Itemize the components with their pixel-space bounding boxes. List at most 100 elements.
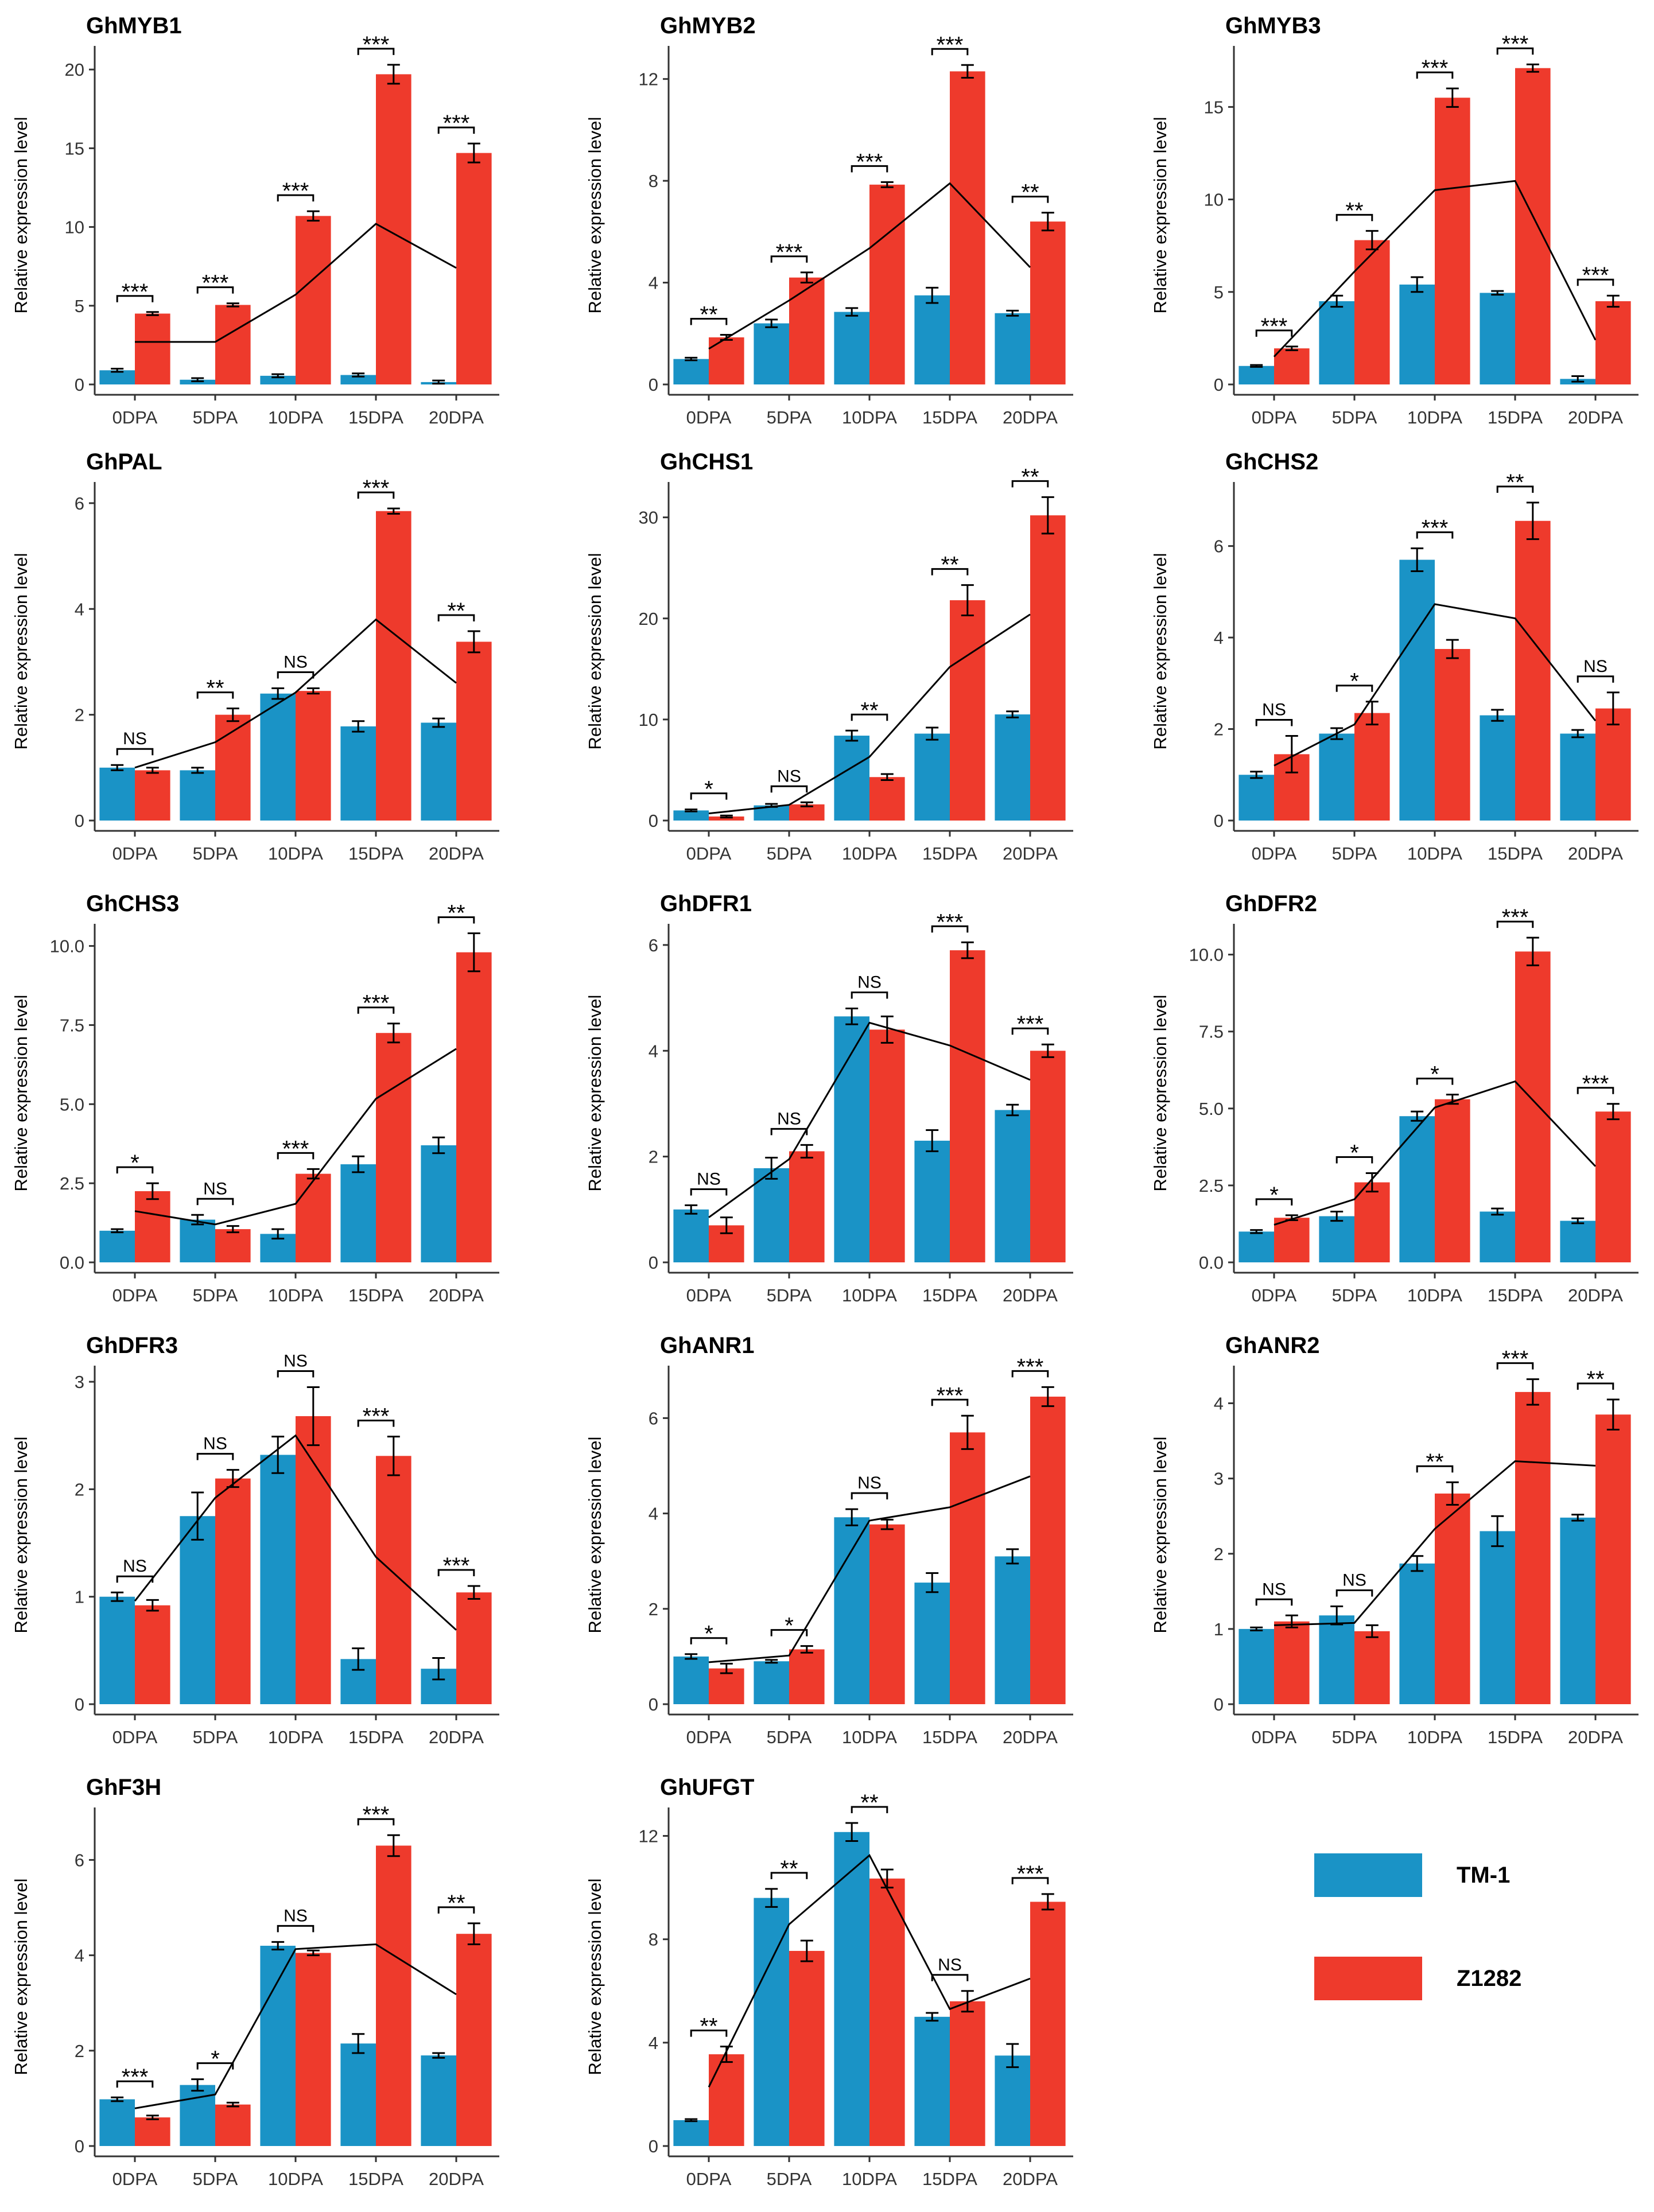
- x-tick-label: 20DPA: [1568, 1285, 1623, 1305]
- bar-z1282: [789, 1151, 825, 1262]
- y-tick-label: 6: [649, 1408, 658, 1428]
- bar-z1282: [950, 600, 985, 821]
- x-tick-label: 0DPA: [686, 407, 732, 427]
- bar-tm1: [340, 726, 376, 821]
- bar-tm1: [995, 714, 1030, 821]
- significance-label: **: [1506, 470, 1524, 495]
- bar-z1282: [456, 952, 492, 1262]
- y-axis-label: Relative expression level: [585, 553, 605, 750]
- bar-tm1: [340, 375, 376, 384]
- bar-tm1: [995, 1110, 1030, 1262]
- bar-tm1: [995, 2055, 1030, 2146]
- x-tick-label: 15DPA: [1488, 843, 1543, 864]
- y-tick-label: 6: [649, 935, 658, 955]
- significance-label: NS: [123, 1557, 147, 1576]
- significance-label: ***: [363, 476, 390, 501]
- x-tick-label: 0DPA: [112, 2169, 158, 2189]
- significance-label: **: [941, 553, 958, 578]
- significance-label: **: [1426, 1449, 1443, 1475]
- bar-tm1: [673, 359, 709, 384]
- bar-tm1: [99, 767, 135, 821]
- bar-z1282: [950, 2001, 985, 2146]
- bar-tm1: [1560, 733, 1595, 821]
- bar-z1282: [1274, 1621, 1310, 1704]
- x-tick-label: 5DPA: [193, 2169, 238, 2189]
- x-tick-label: 0DPA: [112, 1727, 158, 1747]
- y-tick-label: 7.5: [1199, 1022, 1224, 1042]
- y-tick-label: 3: [1214, 1469, 1224, 1489]
- significance-bracket: [437, 1569, 475, 1576]
- significance-label: NS: [1262, 1580, 1286, 1599]
- chart-title: GhCHS3: [86, 891, 179, 916]
- x-tick-label: 15DPA: [348, 407, 403, 427]
- bar-z1282: [1354, 1631, 1390, 1704]
- significance-bracket: [931, 1974, 969, 1981]
- x-tick-label: 0DPA: [1252, 1727, 1297, 1747]
- x-tick-label: 20DPA: [429, 2169, 484, 2189]
- x-tick-label: 20DPA: [1568, 1727, 1623, 1747]
- y-tick-label: 4: [649, 1504, 658, 1524]
- x-tick-label: 15DPA: [1488, 1285, 1543, 1305]
- y-axis-label: Relative expression level: [585, 995, 605, 1192]
- bar-z1282: [296, 1173, 331, 1262]
- bar-z1282: [376, 1456, 411, 1704]
- significance-label: ***: [1017, 1354, 1044, 1379]
- bar-tm1: [1480, 293, 1515, 384]
- significance-label: **: [1586, 1367, 1604, 1392]
- bar-z1282: [869, 1524, 905, 1704]
- significance-label: ***: [363, 32, 390, 57]
- significance-bracket: [1335, 1589, 1373, 1597]
- bar-z1282: [1030, 1397, 1066, 1704]
- significance-label: ***: [282, 178, 309, 204]
- x-tick-label: 10DPA: [1407, 407, 1462, 427]
- bar-tm1: [673, 1209, 709, 1262]
- significance-bracket: [851, 1806, 888, 1814]
- significance-bracket: [116, 2080, 154, 2088]
- chart-title: GhANR1: [660, 1333, 754, 1358]
- chart-panel-ghufgt: GhUFGT Relative expression level ** ** ** NS *…: [585, 1775, 1073, 2189]
- significance-label: NS: [857, 1474, 882, 1492]
- chart-title: GhMYB3: [1225, 13, 1321, 38]
- significance-bracket: [357, 1420, 395, 1427]
- bar-z1282: [456, 1934, 492, 2146]
- bar-z1282: [456, 642, 492, 821]
- bar-z1282: [296, 1416, 331, 1704]
- significance-bracket: [357, 491, 395, 499]
- x-tick-label: 10DPA: [842, 2169, 897, 2189]
- x-tick-label: 15DPA: [922, 1727, 977, 1747]
- significance-label: NS: [1262, 701, 1286, 720]
- bar-z1282: [709, 2054, 744, 2146]
- significance-bracket: [1011, 480, 1049, 488]
- y-tick-label: 0: [75, 375, 84, 395]
- significance-label: *: [1269, 1183, 1279, 1208]
- significance-bracket: [690, 792, 728, 800]
- y-axis-label: Relative expression level: [1150, 553, 1170, 750]
- significance-label: NS: [284, 1351, 308, 1370]
- bar-z1282: [135, 2117, 170, 2146]
- significance-label: *: [785, 1614, 794, 1639]
- significance-bracket: [1496, 920, 1534, 928]
- significance-label: NS: [1583, 657, 1608, 676]
- significance-label: *: [1350, 669, 1359, 694]
- significance-label: *: [130, 1150, 139, 1176]
- y-axis-label: Relative expression level: [1150, 1437, 1170, 1634]
- significance-bracket: [196, 286, 234, 294]
- significance-bracket: [770, 1128, 808, 1136]
- bar-z1282: [1435, 98, 1470, 384]
- y-axis-label: Relative expression level: [11, 553, 31, 750]
- bar-tm1: [673, 810, 709, 821]
- significance-bracket: [1255, 719, 1293, 726]
- bar-z1282: [456, 1592, 492, 1704]
- x-tick-label: 5DPA: [193, 843, 238, 864]
- x-tick-label: 10DPA: [1407, 1727, 1462, 1747]
- mean-line: [708, 1853, 1031, 2087]
- x-tick-label: 5DPA: [193, 1285, 238, 1305]
- bar-z1282: [135, 313, 170, 384]
- bar-z1282: [789, 1649, 825, 1704]
- x-tick-label: 20DPA: [1003, 2169, 1058, 2189]
- mean-line: [135, 223, 457, 343]
- significance-bracket: [357, 1006, 395, 1014]
